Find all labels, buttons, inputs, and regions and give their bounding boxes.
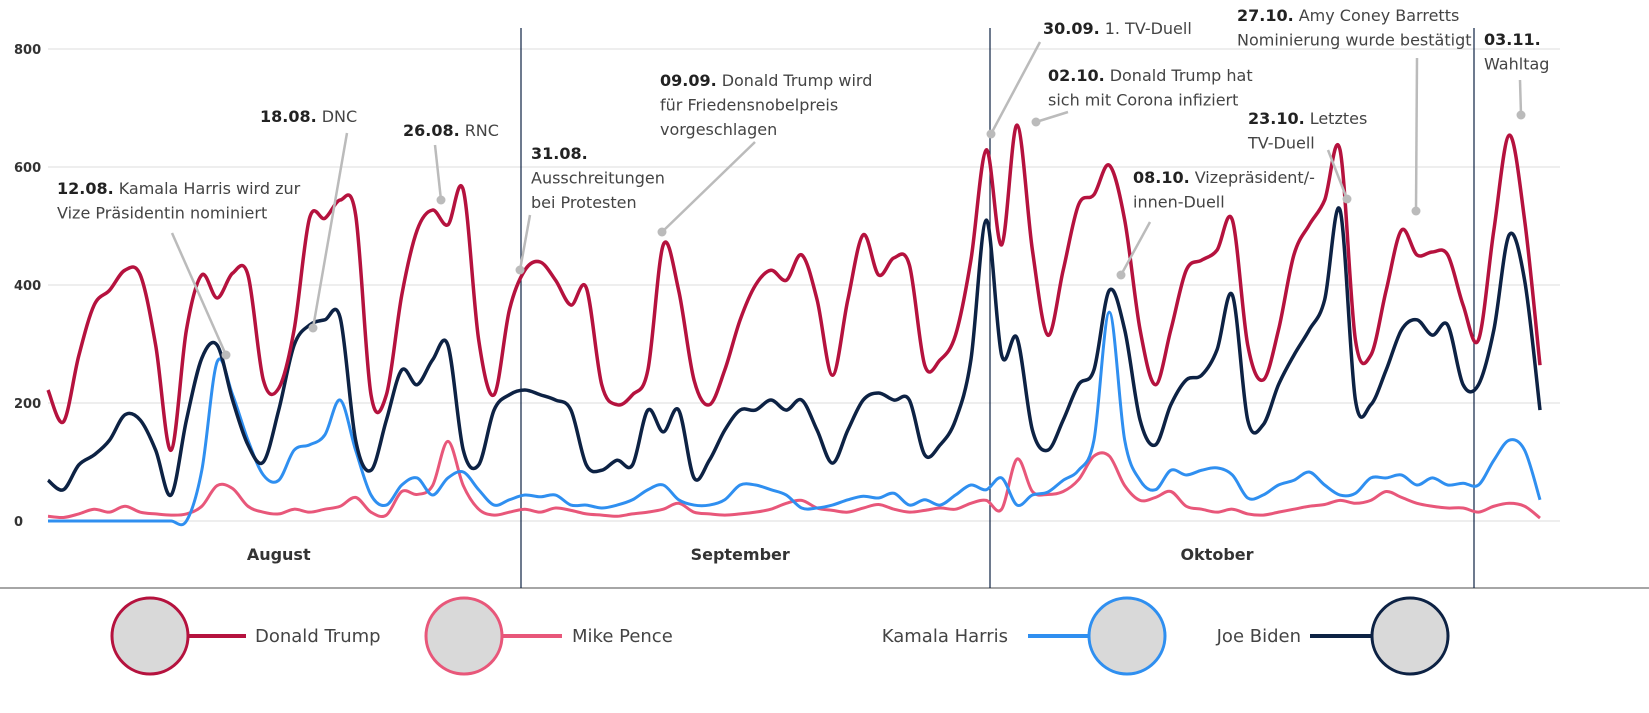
lines (46, 123, 1542, 527)
annotation-leader (1518, 79, 1523, 116)
annotation: 30.09. 1. TV-Duell (1043, 19, 1192, 38)
y-tick-label: 400 (14, 279, 41, 294)
annotation-text: Ausschreitungen (531, 169, 665, 188)
annotation-text: Amy Coney Barretts (1299, 6, 1460, 25)
legend-label: Donald Trump (255, 626, 381, 647)
annotation: 03.11. Wahltag (1484, 30, 1549, 74)
annotation-dot (1342, 194, 1352, 204)
legend-label: Kamala Harris (882, 626, 1008, 647)
y-tick-label: 800 (14, 43, 41, 58)
annotation-text: Donald Trump wird (722, 71, 873, 90)
annotation-date: 18.08. (260, 107, 317, 126)
annotation-date: 27.10. (1237, 6, 1294, 25)
annotation-leader (518, 214, 532, 271)
series-line (47, 310, 1542, 527)
annotation-leader (661, 141, 756, 233)
legend-portrait (1370, 596, 1450, 676)
annotation-date: 09.09. (660, 71, 717, 90)
annotation-dot (515, 265, 525, 275)
annotation-text: Wahltag (1484, 55, 1549, 74)
annotation-text: Kamala Harris wird zur (119, 179, 301, 198)
annotation-date: 30.09. (1043, 19, 1100, 38)
annotation-dot (221, 350, 231, 360)
annotation-text: RNC (465, 121, 499, 140)
series-line (46, 123, 1542, 452)
annotation-leader (170, 232, 228, 356)
annotation-leader (1326, 149, 1349, 200)
annotation-text: Letztes (1310, 109, 1368, 128)
legend-portrait (110, 596, 190, 676)
annotation: 09.09. Donald Trump wird für Friedensnobel… (660, 71, 872, 139)
annotation-dot (1031, 117, 1041, 127)
annotation-leader (1414, 57, 1419, 212)
y-tick-label: 200 (14, 397, 41, 412)
annotation-text: sich mit Corona infiziert (1048, 91, 1238, 110)
annotation-text: Vizepräsident/- (1195, 168, 1315, 187)
annotation-date: 12.08. (57, 179, 114, 198)
annotation: 31.08. Ausschreitungen bei Protesten (531, 144, 665, 212)
annotation: 12.08. Kamala Harris wird zur Vize Präside… (57, 179, 301, 223)
legend-portrait (1087, 596, 1167, 676)
y-tick-label: 600 (14, 161, 41, 176)
annotation-leader (1035, 110, 1069, 124)
annotation-date: 31.08. (531, 144, 588, 163)
annotation-dot (1516, 110, 1526, 120)
x-tick-label: Oktober (1180, 545, 1253, 564)
annotation: 02.10. Donald Trump hat sich mit Corona in… (1048, 66, 1253, 110)
annotation-text: Donald Trump hat (1110, 66, 1253, 85)
annotation-leader (433, 144, 443, 201)
annotation-date: 26.08. (403, 121, 460, 140)
annotation-leader (989, 41, 1042, 135)
series-line (47, 439, 1541, 520)
annotation-text: TV-Duell (1247, 134, 1315, 153)
annotation-text: für Friedensnobelpreis (660, 96, 838, 115)
annotation: 26.08. RNC (403, 121, 499, 140)
legend-label: Mike Pence (572, 626, 673, 647)
annotation-dot (986, 129, 996, 139)
annotation-dot (1116, 270, 1126, 280)
annotation: 27.10. Amy Coney Barretts Nominierung wurd… (1237, 6, 1472, 50)
legend-portrait (424, 596, 504, 676)
legend: Donald Trump Mike Pence Kamala Harris Joe B… (110, 596, 1450, 676)
series-line (46, 206, 1542, 497)
annotation-dot (1411, 206, 1421, 216)
annotation-dot (657, 227, 667, 237)
legend-label: Joe Biden (1216, 626, 1301, 647)
x-tick-label: August (247, 545, 311, 564)
annotation: 08.10. Vizepräsident/- innen-Duell (1133, 168, 1315, 212)
annotation-text: vorgeschlagen (660, 120, 777, 139)
annotation-text: 1. TV-Duell (1105, 19, 1192, 38)
annotation-leader (1119, 221, 1152, 276)
annotation-text: Vize Präsidentin nominiert (57, 204, 267, 223)
annotation-dot (308, 323, 318, 333)
x-tick-label: September (691, 545, 790, 564)
annotation-date: 08.10. (1133, 168, 1190, 187)
annotation: 23.10. Letztes TV-Duell (1247, 109, 1367, 153)
annotation-dot (436, 195, 446, 205)
annotation-leader (311, 132, 349, 329)
annotation-text: DNC (322, 107, 357, 126)
annotation-text: innen-Duell (1133, 193, 1225, 212)
y-tick-label: 0 (14, 515, 23, 530)
annotation-date: 03.11. (1484, 30, 1541, 49)
annotation-text: Nominierung wurde bestätigt (1237, 31, 1472, 50)
annotation-date: 02.10. (1048, 66, 1105, 85)
annotations: 12.08. Kamala Harris wird zur Vize Präside… (57, 6, 1549, 360)
annotation: 18.08. DNC (260, 107, 357, 126)
annotation-text: bei Protesten (531, 193, 637, 212)
annotation-date: 23.10. (1248, 109, 1305, 128)
